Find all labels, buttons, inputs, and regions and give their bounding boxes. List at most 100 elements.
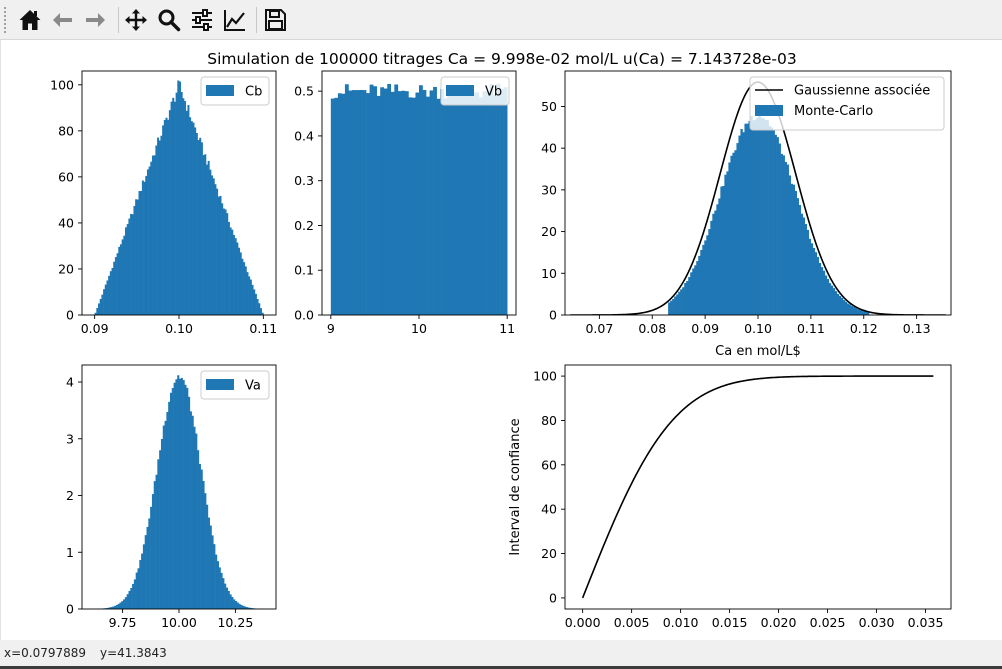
histogram-bar: [744, 123, 747, 315]
histogram-bar: [865, 311, 868, 315]
customize-button[interactable]: [220, 5, 250, 35]
y-tick-label: 60: [58, 169, 74, 184]
histogram-bar: [182, 380, 185, 609]
histogram-bar: [211, 175, 214, 315]
histogram-bar: [215, 554, 218, 609]
histogram-bar: [341, 93, 346, 315]
histogram-bar: [209, 525, 212, 609]
histogram-bar: [258, 303, 261, 315]
histogram-bar: [227, 221, 230, 315]
histogram-bar: [716, 204, 719, 315]
histogram-bar: [220, 572, 223, 609]
histogram-bar: [162, 125, 165, 315]
histogram-bar: [742, 132, 745, 315]
histogram-bar: [688, 277, 691, 315]
histogram-bar: [125, 227, 128, 315]
histogram-bar: [202, 155, 205, 315]
pan-button[interactable]: [121, 5, 151, 35]
x-tick-label: 0.09: [81, 321, 109, 336]
x-tick-label: 0.010: [663, 615, 699, 630]
histogram-bar: [808, 238, 812, 315]
save-button[interactable]: [260, 5, 290, 35]
histogram-bar: [222, 208, 225, 315]
histogram-bar: [436, 98, 441, 315]
histogram-bar: [394, 84, 399, 315]
histogram-bar: [706, 235, 709, 315]
histogram-bar: [668, 302, 671, 315]
histogram-bar: [177, 375, 180, 609]
histogram-bar: [126, 224, 129, 315]
histogram-bar: [110, 607, 113, 609]
y-tick-label: 100: [533, 369, 557, 384]
axes-frame: [564, 364, 952, 610]
histogram-bar: [861, 310, 864, 315]
histogram-bar: [133, 205, 136, 315]
histogram-bar: [236, 242, 239, 315]
histogram-bar: [158, 140, 161, 315]
histogram-bar: [204, 154, 207, 315]
figure-canvas[interactable]: Simulation de 100000 titrages Ca = 9.998…: [0, 40, 1002, 640]
y-tick-label: 0: [549, 590, 557, 605]
legend-swatch: [755, 105, 783, 116]
histogram-bar: [496, 83, 501, 315]
zoom-button[interactable]: [154, 5, 184, 35]
histogram-bar: [243, 262, 246, 315]
histogram-bar: [94, 312, 97, 315]
window-bottom-edge: [0, 666, 1002, 669]
histogram-bar: [106, 607, 109, 609]
histogram-bar: [157, 137, 160, 315]
histogram-bar: [111, 268, 114, 315]
magnifier-icon: [158, 9, 181, 32]
histogram-bar: [734, 150, 737, 315]
figure: Simulation de 100000 titrages Ca = 9.998…: [50, 50, 952, 630]
histogram-bar: [401, 90, 406, 315]
histogram-bar: [229, 227, 232, 315]
histogram-bar: [720, 186, 723, 315]
histogram-bar: [443, 98, 448, 315]
histogram-bar: [200, 142, 203, 315]
y-tick-label: 0: [549, 308, 557, 323]
histogram-bar: [167, 119, 170, 315]
histogram-bar: [842, 300, 846, 315]
y-tick-label: 0.0: [294, 308, 314, 323]
forward-button[interactable]: [80, 5, 110, 35]
histogram-bar: [362, 90, 367, 315]
histogram-bar: [137, 568, 140, 609]
legend-box: [749, 76, 945, 131]
histogram-bar: [359, 89, 363, 315]
histogram-bar: [136, 199, 139, 315]
histogram-bar: [750, 115, 753, 315]
histogram-bar: [858, 309, 862, 315]
x-tick-label: 0.025: [810, 615, 846, 630]
histogram-bar: [168, 110, 171, 315]
histogram-bar: [848, 304, 852, 315]
subplots-button[interactable]: [187, 5, 217, 35]
back-button[interactable]: [48, 5, 78, 35]
histogram-bar: [216, 561, 219, 609]
y-tick-label: 100: [50, 77, 74, 92]
histogram-bar: [770, 127, 773, 315]
toolbar-grip[interactable]: [3, 6, 7, 34]
histogram-bar: [415, 92, 420, 315]
legend-label: Gaussienne associée: [794, 84, 930, 99]
histogram-bar: [351, 90, 356, 315]
histogram-bar: [242, 605, 245, 609]
histogram-bar: [376, 95, 381, 315]
toolbar-separator: [118, 7, 119, 33]
histogram-bar: [786, 164, 789, 315]
home-button[interactable]: [15, 5, 45, 35]
histogram-bar: [191, 415, 194, 609]
histogram-bar: [776, 137, 779, 315]
x-tick-label: 0.07: [585, 321, 613, 336]
histogram-bar: [796, 198, 800, 315]
histogram-bar: [493, 95, 497, 315]
histogram-bar: [142, 544, 146, 609]
histogram-bar: [198, 463, 201, 609]
floppy-disk-icon: [265, 9, 286, 31]
histogram-bar: [334, 97, 339, 315]
histogram-bar: [447, 92, 452, 315]
histogram-bar: [99, 298, 102, 315]
histogram-bar: [118, 246, 121, 315]
histogram-bar: [168, 401, 171, 609]
histogram-bar: [189, 411, 192, 609]
